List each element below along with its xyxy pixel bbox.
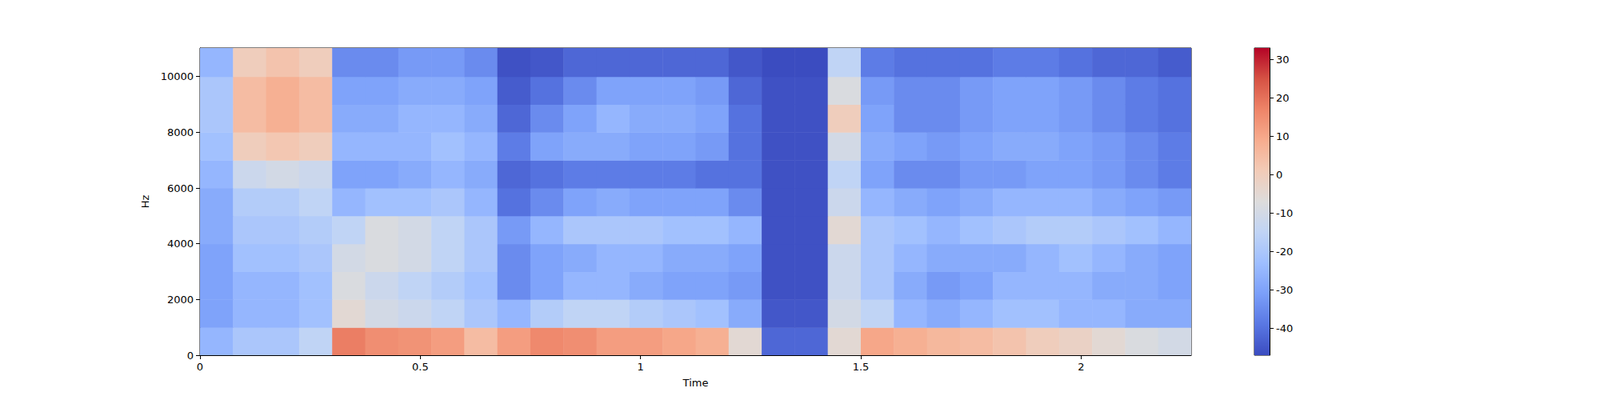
svg-text:2: 2 [1077,360,1084,373]
svg-text:-40: -40 [1276,322,1293,335]
svg-text:0.5: 0.5 [412,360,429,373]
svg-text:2000: 2000 [167,293,194,306]
svg-text:Hz: Hz [139,195,152,209]
svg-text:0: 0 [187,349,194,362]
svg-text:10: 10 [1276,130,1290,143]
svg-text:0: 0 [1276,168,1283,181]
svg-text:4000: 4000 [167,237,194,250]
svg-text:Time: Time [682,376,709,389]
svg-text:8000: 8000 [167,126,194,139]
svg-text:20: 20 [1276,92,1290,104]
svg-text:30: 30 [1276,53,1290,66]
svg-text:6000: 6000 [167,182,194,195]
svg-text:-30: -30 [1276,284,1293,296]
svg-text:10000: 10000 [160,70,194,83]
svg-text:-10: -10 [1276,207,1293,220]
svg-text:-20: -20 [1276,245,1293,258]
svg-text:1.5: 1.5 [852,360,870,373]
svg-text:1: 1 [637,360,644,373]
svg-text:0: 0 [196,360,204,373]
